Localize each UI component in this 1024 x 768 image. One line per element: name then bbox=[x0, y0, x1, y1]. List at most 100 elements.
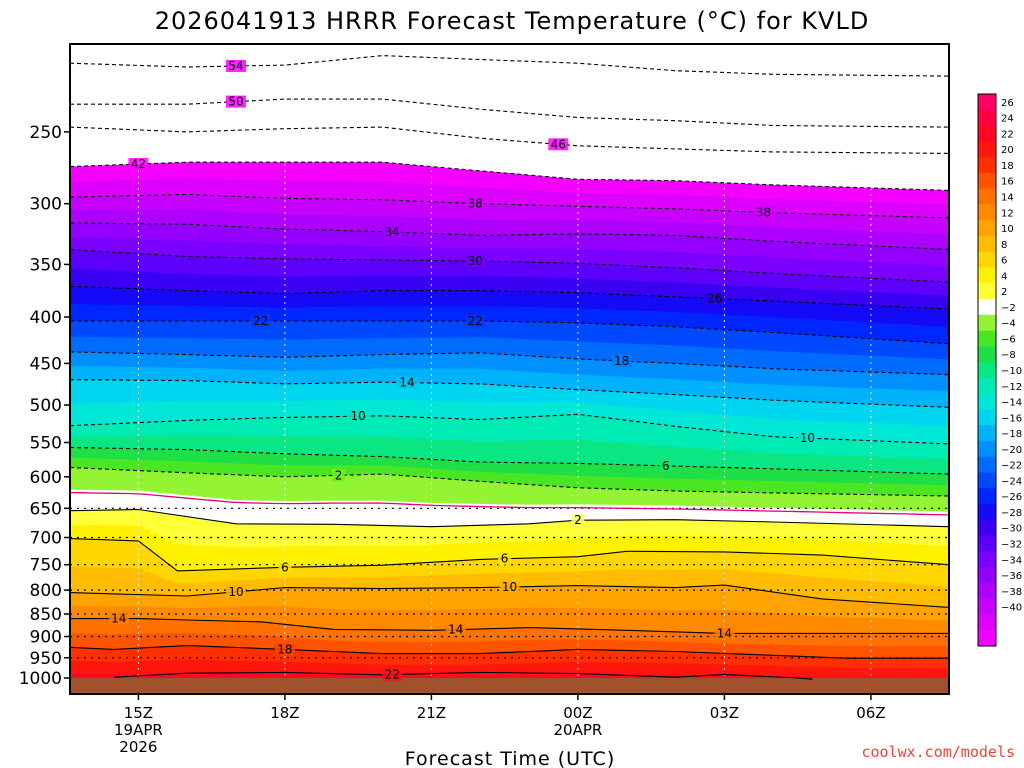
temperature-fill-cell bbox=[406, 438, 416, 459]
temperature-fill-cell bbox=[465, 503, 474, 527]
temperature-fill-cell bbox=[450, 247, 460, 262]
temperature-fill-cell bbox=[194, 354, 203, 369]
temperature-fill-cell bbox=[428, 217, 438, 235]
temperature-fill-cell bbox=[912, 605, 921, 621]
temperature-fill-cell bbox=[699, 506, 709, 522]
temperature-fill-cell bbox=[297, 587, 306, 609]
temperature-fill-cell bbox=[934, 343, 943, 360]
temperature-fill-cell bbox=[553, 340, 562, 359]
temperature-fill-cell bbox=[282, 320, 291, 341]
temperature-fill-cell bbox=[333, 259, 342, 277]
temperature-fill-cell bbox=[165, 564, 174, 582]
temperature-fill-cell bbox=[582, 555, 591, 572]
temperature-fill-cell bbox=[546, 557, 555, 573]
temperature-fill-cell bbox=[289, 662, 298, 675]
temperature-fill-cell bbox=[238, 196, 247, 213]
temperature-fill-cell bbox=[392, 200, 401, 218]
temperature-fill-cell bbox=[560, 340, 569, 359]
temperature-fill-cell bbox=[883, 263, 892, 280]
temperature-fill-cell bbox=[392, 545, 401, 566]
temperature-fill-cell bbox=[128, 490, 137, 511]
temperature-fill-cell bbox=[319, 639, 328, 652]
temperature-fill-cell bbox=[590, 570, 599, 587]
temperature-fill-cell bbox=[297, 214, 306, 231]
temperature-fill-cell bbox=[817, 539, 826, 556]
temperature-fill-cell bbox=[546, 191, 555, 207]
temperature-fill-cell bbox=[934, 204, 943, 219]
temperature-fill-cell bbox=[384, 275, 394, 292]
temperature-fill-cell bbox=[370, 259, 379, 277]
contour-label: 22 bbox=[385, 668, 400, 682]
temperature-fill-cell bbox=[187, 338, 196, 356]
temperature-fill-cell bbox=[597, 220, 606, 236]
temperature-fill-cell bbox=[311, 627, 320, 641]
temperature-fill-cell bbox=[414, 337, 423, 355]
temperature-fill-cell bbox=[128, 402, 137, 424]
temperature-fill-cell bbox=[377, 245, 386, 261]
temperature-fill-cell bbox=[494, 640, 503, 654]
temperature-fill-cell bbox=[245, 475, 254, 502]
temperature-fill-cell bbox=[824, 214, 833, 231]
temperature-fill-cell bbox=[355, 275, 364, 293]
temperature-fill-cell bbox=[707, 536, 716, 553]
temperature-fill-cell bbox=[172, 354, 181, 369]
temperature-fill-cell bbox=[399, 416, 408, 439]
temperature-fill-cell bbox=[641, 180, 650, 196]
temperature-fill-cell bbox=[77, 320, 86, 338]
temperature-fill-cell bbox=[831, 616, 840, 635]
y-tick-label: 1000 bbox=[19, 669, 62, 689]
credit-text[interactable]: coolwx.com/models bbox=[861, 743, 1015, 761]
temperature-fill-cell bbox=[304, 662, 313, 676]
temperature-fill-cell bbox=[494, 664, 503, 676]
temperature-fill-cell bbox=[509, 462, 518, 474]
temperature-fill-cell bbox=[326, 320, 335, 340]
temperature-fill-cell bbox=[289, 465, 298, 478]
temperature-fill-cell bbox=[531, 262, 540, 279]
temperature-fill-cell bbox=[590, 342, 599, 361]
temperature-fill-cell bbox=[201, 582, 210, 596]
temperature-fill-cell bbox=[70, 351, 79, 367]
temperature-fill-cell bbox=[707, 551, 716, 570]
temperature-fill-cell bbox=[502, 652, 511, 665]
temperature-fill-cell bbox=[384, 588, 394, 611]
temperature-fill-cell bbox=[194, 194, 203, 211]
temperature-fill-cell bbox=[575, 520, 584, 540]
temperature-fill-cell bbox=[634, 194, 643, 209]
temperature-fill-cell bbox=[143, 179, 152, 197]
temperature-fill-cell bbox=[70, 457, 79, 469]
temperature-fill-cell bbox=[875, 602, 884, 620]
temperature-fill-cell bbox=[472, 664, 482, 677]
temperature-fill-cell bbox=[721, 585, 731, 611]
temperature-fill-cell bbox=[465, 383, 474, 403]
temperature-fill-cell bbox=[919, 294, 928, 309]
temperature-fill-cell bbox=[436, 575, 445, 589]
temperature-fill-cell bbox=[817, 577, 826, 600]
temperature-fill-cell bbox=[736, 416, 745, 435]
colorbar-tick-label: −32 bbox=[1001, 540, 1022, 551]
colorbar-swatch bbox=[978, 125, 996, 142]
temperature-fill-cell bbox=[612, 650, 621, 664]
temperature-fill-cell bbox=[824, 290, 833, 305]
temperature-fill-cell bbox=[128, 435, 137, 450]
temperature-fill-cell bbox=[84, 567, 93, 594]
temperature-fill-cell bbox=[172, 290, 181, 307]
temperature-fill-cell bbox=[341, 566, 350, 579]
temperature-fill-cell bbox=[795, 242, 804, 260]
temperature-fill-cell bbox=[809, 454, 818, 471]
temperature-fill-cell bbox=[802, 554, 811, 577]
temperature-fill-cell bbox=[780, 273, 789, 289]
temperature-fill-cell bbox=[597, 234, 606, 251]
temperature-fill-cell bbox=[868, 542, 877, 560]
temperature-fill-cell bbox=[546, 650, 555, 664]
temperature-fill-cell bbox=[619, 650, 628, 664]
temperature-fill-cell bbox=[194, 241, 203, 258]
temperature-fill-cell bbox=[839, 617, 848, 635]
temperature-fill-cell bbox=[817, 402, 826, 422]
temperature-fill-cell bbox=[143, 289, 152, 307]
temperature-fill-cell bbox=[524, 504, 533, 525]
temperature-fill-cell bbox=[480, 419, 489, 443]
temperature-fill-cell bbox=[84, 223, 93, 238]
temperature-fill-cell bbox=[670, 235, 679, 253]
temperature-fill-cell bbox=[172, 420, 181, 437]
temperature-fill-cell bbox=[297, 276, 306, 295]
